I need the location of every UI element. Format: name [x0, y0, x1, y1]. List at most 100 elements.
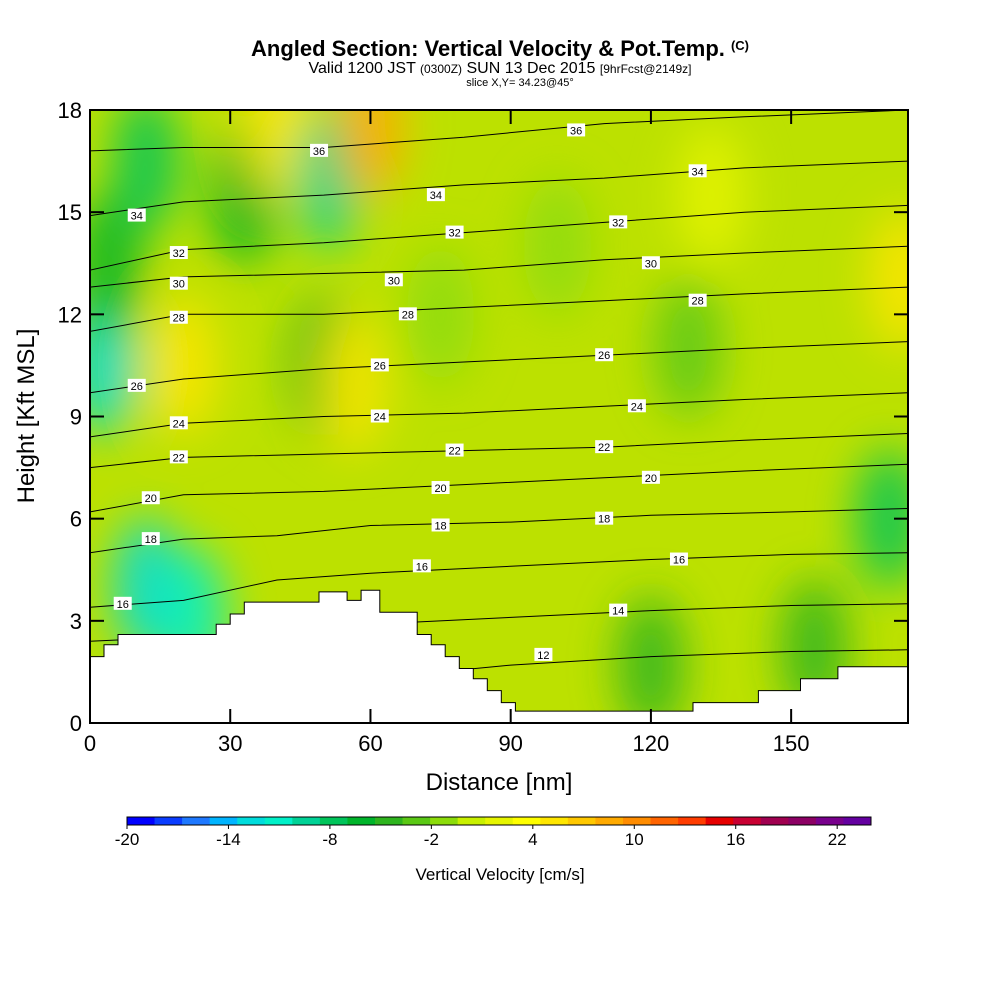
velocity-cell [317, 312, 386, 453]
colorbar-swatch [815, 817, 844, 825]
colorbar-swatch [375, 817, 403, 825]
contour-label-box [169, 276, 188, 290]
velocity-cell [336, 110, 405, 198]
contour-label: 20 [645, 473, 657, 485]
colorbar-tick-label: 10 [625, 830, 644, 849]
colorbar-swatch [347, 817, 376, 825]
y-tick-label: 3 [70, 609, 82, 634]
theta-contour [90, 341, 908, 394]
contour-label: 26 [131, 381, 143, 393]
velocity-cell [654, 278, 723, 419]
contour-label-box [595, 511, 614, 525]
contour-label-box [370, 358, 389, 372]
velocity-cell [406, 244, 475, 385]
contour-label: 32 [173, 248, 185, 260]
contour-label: 16 [673, 555, 685, 567]
colorbar-tick-label: 22 [828, 830, 847, 849]
colorbar-swatch [512, 817, 541, 825]
contour-label-box [141, 491, 160, 505]
contour-label: 18 [434, 520, 446, 532]
colorbar-swatch [292, 817, 321, 825]
contour-label-box [641, 470, 660, 484]
colorbar-swatch [623, 817, 651, 825]
contour-label: 16 [416, 561, 428, 573]
terrain-mask [90, 589, 908, 723]
x-tick-label: 150 [773, 731, 810, 756]
contour-label: 14 [612, 606, 624, 618]
x-axis-title: Distance [nm] [426, 769, 573, 796]
contour-label-box [669, 552, 688, 566]
colorbar-swatch [430, 817, 459, 825]
contour-label: 24 [631, 401, 643, 413]
colorbar-swatch [788, 817, 817, 825]
colorbar-swatch [567, 817, 596, 825]
contour-label-box [431, 481, 450, 495]
contour-label: 34 [131, 211, 143, 223]
chart-title: Angled Section: Vertical Velocity & Pot.… [251, 36, 749, 61]
contour-label-box [688, 293, 707, 307]
contour-label-box [310, 143, 329, 157]
contour-label: 28 [173, 313, 185, 325]
colorbar-swatch [319, 817, 348, 825]
contour-label-box [445, 443, 464, 457]
contour-label: 26 [598, 350, 610, 362]
velocity-cell [242, 110, 311, 198]
colorbar-swatch [209, 817, 238, 825]
colorbar-swatch [705, 817, 734, 825]
velocity-cell [90, 193, 143, 334]
colorbar-swatch [595, 817, 624, 825]
contour-label-box [412, 559, 431, 573]
contour-label-box [627, 399, 646, 413]
theta-contour [90, 463, 908, 513]
contour-label: 28 [692, 296, 704, 308]
colorbar-tick-label: -20 [115, 830, 140, 849]
slice-info: slice X,Y= 34.23@45° [466, 77, 574, 89]
y-tick-label: 6 [70, 507, 82, 532]
theta-contour [90, 160, 908, 217]
colorbar-swatch [485, 817, 514, 825]
colorbar-tick-label: 4 [528, 830, 537, 849]
contour-label: 30 [388, 275, 400, 287]
contour-label-box [567, 123, 586, 137]
colorbar-swatch [127, 817, 155, 825]
colorbar-tick-label: -14 [216, 830, 241, 849]
contour-label: 16 [117, 599, 129, 611]
contour-label: 30 [173, 279, 185, 291]
theta-contour [90, 552, 908, 608]
colorbar-swatch [650, 817, 679, 825]
contour-label-box [398, 307, 417, 321]
contour-label: 24 [374, 412, 386, 424]
colorbar-swatch [182, 817, 211, 825]
colorbar-swatch [402, 817, 431, 825]
contour-label: 18 [598, 514, 610, 526]
colorbar-tick-label: 16 [726, 830, 745, 849]
contour-label-box [384, 273, 403, 287]
y-tick-label: 18 [58, 98, 82, 123]
contour-label: 36 [313, 146, 325, 158]
contour-label-box [169, 416, 188, 430]
chart-subtitle: Valid 1200 JST (0300Z) SUN 13 Dec 2015 [… [308, 60, 692, 77]
contour-label-box [370, 409, 389, 423]
colorbar-swatch [540, 817, 569, 825]
velocity-cell [616, 595, 685, 723]
contour-label-box [595, 440, 614, 454]
velocity-cell [523, 176, 592, 317]
colorbar-swatch [154, 817, 183, 825]
colorbar-swatch [678, 817, 707, 825]
contour-label-box [169, 450, 188, 464]
contour-label-box [688, 164, 707, 178]
contour-label-box [169, 310, 188, 324]
contour-label: 20 [434, 483, 446, 495]
theta-contour [90, 110, 908, 152]
contour-label-box [426, 188, 445, 202]
contour-label-box [609, 603, 628, 617]
contour-label-box [445, 225, 464, 239]
colorbar-title: Vertical Velocity [cm/s] [415, 865, 584, 884]
contour-label-box [113, 596, 132, 610]
copyright-mark: (C) [730, 38, 749, 53]
contour-label-box [169, 246, 188, 260]
colorbar-swatch [733, 817, 762, 825]
contour-label-box [641, 256, 660, 270]
colorbar-swatch [843, 817, 872, 825]
velocity-cell [677, 125, 746, 266]
